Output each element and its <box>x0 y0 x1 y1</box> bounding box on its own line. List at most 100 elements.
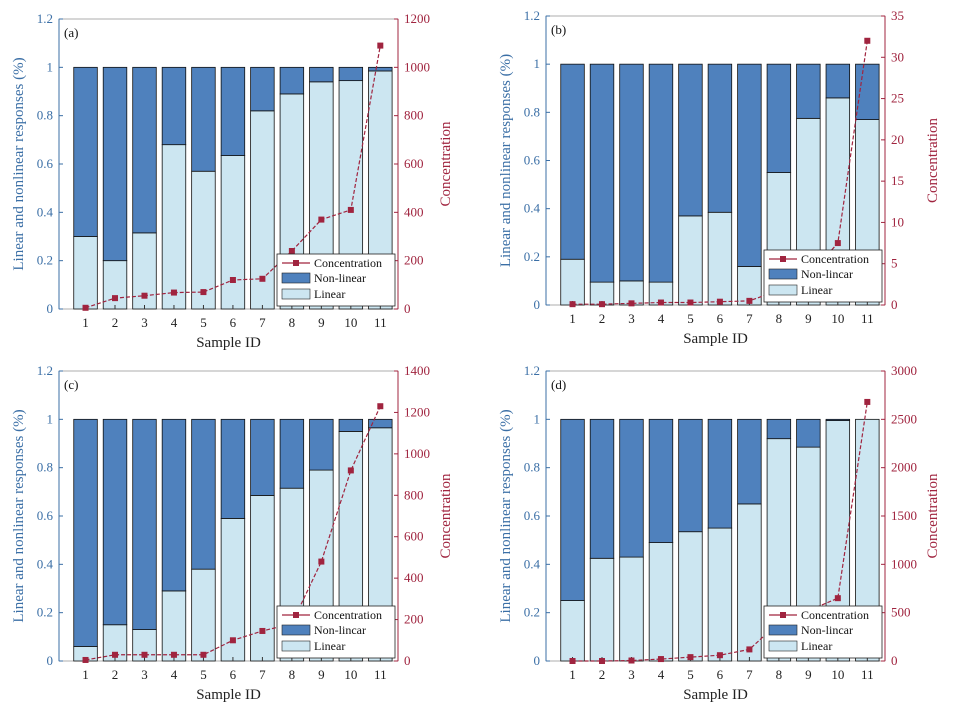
x-tick-label: 8 <box>289 315 296 330</box>
bar-linear <box>560 600 585 662</box>
concentration-point <box>657 299 664 306</box>
y-tick-label-right: 200 <box>404 253 424 268</box>
bar-nonlinear <box>338 418 364 432</box>
x-tick-label: 7 <box>746 667 753 682</box>
concentration-point <box>746 297 753 304</box>
y-tick-label-right: 600 <box>404 156 424 171</box>
legend-swatch-nonlinear <box>768 268 798 280</box>
y-tick-label-right: 0 <box>891 653 898 668</box>
x-tick-label: 1 <box>569 667 576 682</box>
x-tick-label: 11 <box>374 315 387 330</box>
y-tick-label-right: 25 <box>891 91 904 106</box>
y-tick-label-right: 3000 <box>891 363 917 378</box>
concentration-point <box>657 656 664 663</box>
legend-marker-concentration <box>780 256 786 262</box>
legend-marker-concentration <box>293 260 299 266</box>
bar-linear <box>737 503 762 662</box>
y-tick-label-left: 0.6 <box>524 153 541 168</box>
panel-label: (b) <box>551 22 566 37</box>
concentration-point <box>347 206 354 213</box>
bar-nonlinear <box>560 63 585 260</box>
x-tick-label: 2 <box>599 667 606 682</box>
y-tick-label-right: 600 <box>404 529 424 544</box>
x-tick-label: 9 <box>318 315 325 330</box>
y-tick-label-left: 0.8 <box>37 460 53 475</box>
panel-label: (d) <box>551 377 566 392</box>
concentration-point <box>112 651 119 658</box>
y-tick-label-left: 0 <box>47 653 54 668</box>
bar-linear <box>678 531 703 662</box>
concentration-point <box>318 558 325 565</box>
bar-nonlinear <box>737 418 762 505</box>
bar-linear <box>648 542 674 662</box>
x-tick-label: 3 <box>141 667 148 682</box>
concentration-point <box>377 403 384 410</box>
legend-swatch-linear <box>768 284 798 296</box>
x-tick-label: 8 <box>776 667 783 682</box>
y-tick-label-left: 0.4 <box>524 556 541 571</box>
bar-linear <box>678 215 703 306</box>
x-tick-label: 6 <box>230 315 237 330</box>
bar-nonlinear <box>707 63 733 213</box>
bar-nonlinear <box>560 418 585 601</box>
concentration-point <box>687 299 694 306</box>
bar-nonlinear <box>855 63 880 120</box>
bar-nonlinear <box>279 66 305 95</box>
y-tick-label-right: 1000 <box>891 556 917 571</box>
bar-nonlinear <box>619 418 644 558</box>
y-tick-label-right: 1200 <box>404 11 430 26</box>
concentration-point <box>347 467 354 474</box>
x-tick-label: 4 <box>171 315 178 330</box>
bar-nonlinear <box>250 66 275 112</box>
x-tick-label: 10 <box>831 667 844 682</box>
y-tick-label-right: 35 <box>891 8 904 23</box>
legend-swatch-nonlinear <box>281 272 311 284</box>
bar-nonlinear <box>102 66 128 262</box>
x-tick-label: 3 <box>141 315 148 330</box>
x-tick-label: 4 <box>658 311 665 326</box>
y-tick-label-left: 1.2 <box>524 363 540 378</box>
bar-linear <box>102 260 128 310</box>
legend-label-concentration: Concentration <box>314 256 382 270</box>
x-tick-label: 7 <box>746 311 753 326</box>
y-tick-label-left: 0.2 <box>37 253 53 268</box>
y-tick-label-right: 0 <box>404 653 411 668</box>
bar-nonlinear <box>73 66 98 237</box>
y-tick-label-left: 1.2 <box>37 11 53 26</box>
y-tick-label-right: 200 <box>404 612 424 627</box>
bar-linear <box>619 556 644 662</box>
bar-nonlinear <box>766 63 792 173</box>
legend-swatch-linear <box>281 288 311 300</box>
bar-nonlinear <box>309 418 334 471</box>
y-axis-title-left: Linear and nonlinear responses (%) <box>11 409 27 622</box>
y-tick-label-left: 0.8 <box>37 108 53 123</box>
y-tick-label-right: 30 <box>891 49 904 64</box>
x-tick-label: 5 <box>200 315 207 330</box>
x-tick-label: 6 <box>717 311 724 326</box>
x-axis-title: Sample ID <box>683 687 748 703</box>
concentration-point <box>569 658 576 664</box>
bar-nonlinear <box>73 418 98 647</box>
bar-linear <box>73 236 98 310</box>
concentration-point <box>288 248 295 254</box>
y-tick-label-left: 1.2 <box>37 363 53 378</box>
x-tick-label: 6 <box>717 667 724 682</box>
concentration-point <box>259 275 266 282</box>
bar-nonlinear <box>648 418 674 543</box>
bar-nonlinear <box>796 63 821 119</box>
bar-nonlinear <box>191 66 216 172</box>
x-axis-title: Sample ID <box>196 687 261 703</box>
legend-swatch-linear <box>768 640 798 652</box>
y-tick-label-left: 1 <box>47 411 54 426</box>
concentration-point <box>628 300 635 307</box>
legend-label-linear: Linear <box>801 639 832 653</box>
x-tick-label: 11 <box>861 311 874 326</box>
bar-nonlinear <box>589 418 615 559</box>
bar-linear <box>161 590 187 662</box>
y-tick-label-left: 0 <box>534 653 541 668</box>
x-tick-label: 4 <box>171 667 178 682</box>
y-tick-label-right: 2500 <box>891 411 917 426</box>
concentration-point <box>377 42 384 49</box>
